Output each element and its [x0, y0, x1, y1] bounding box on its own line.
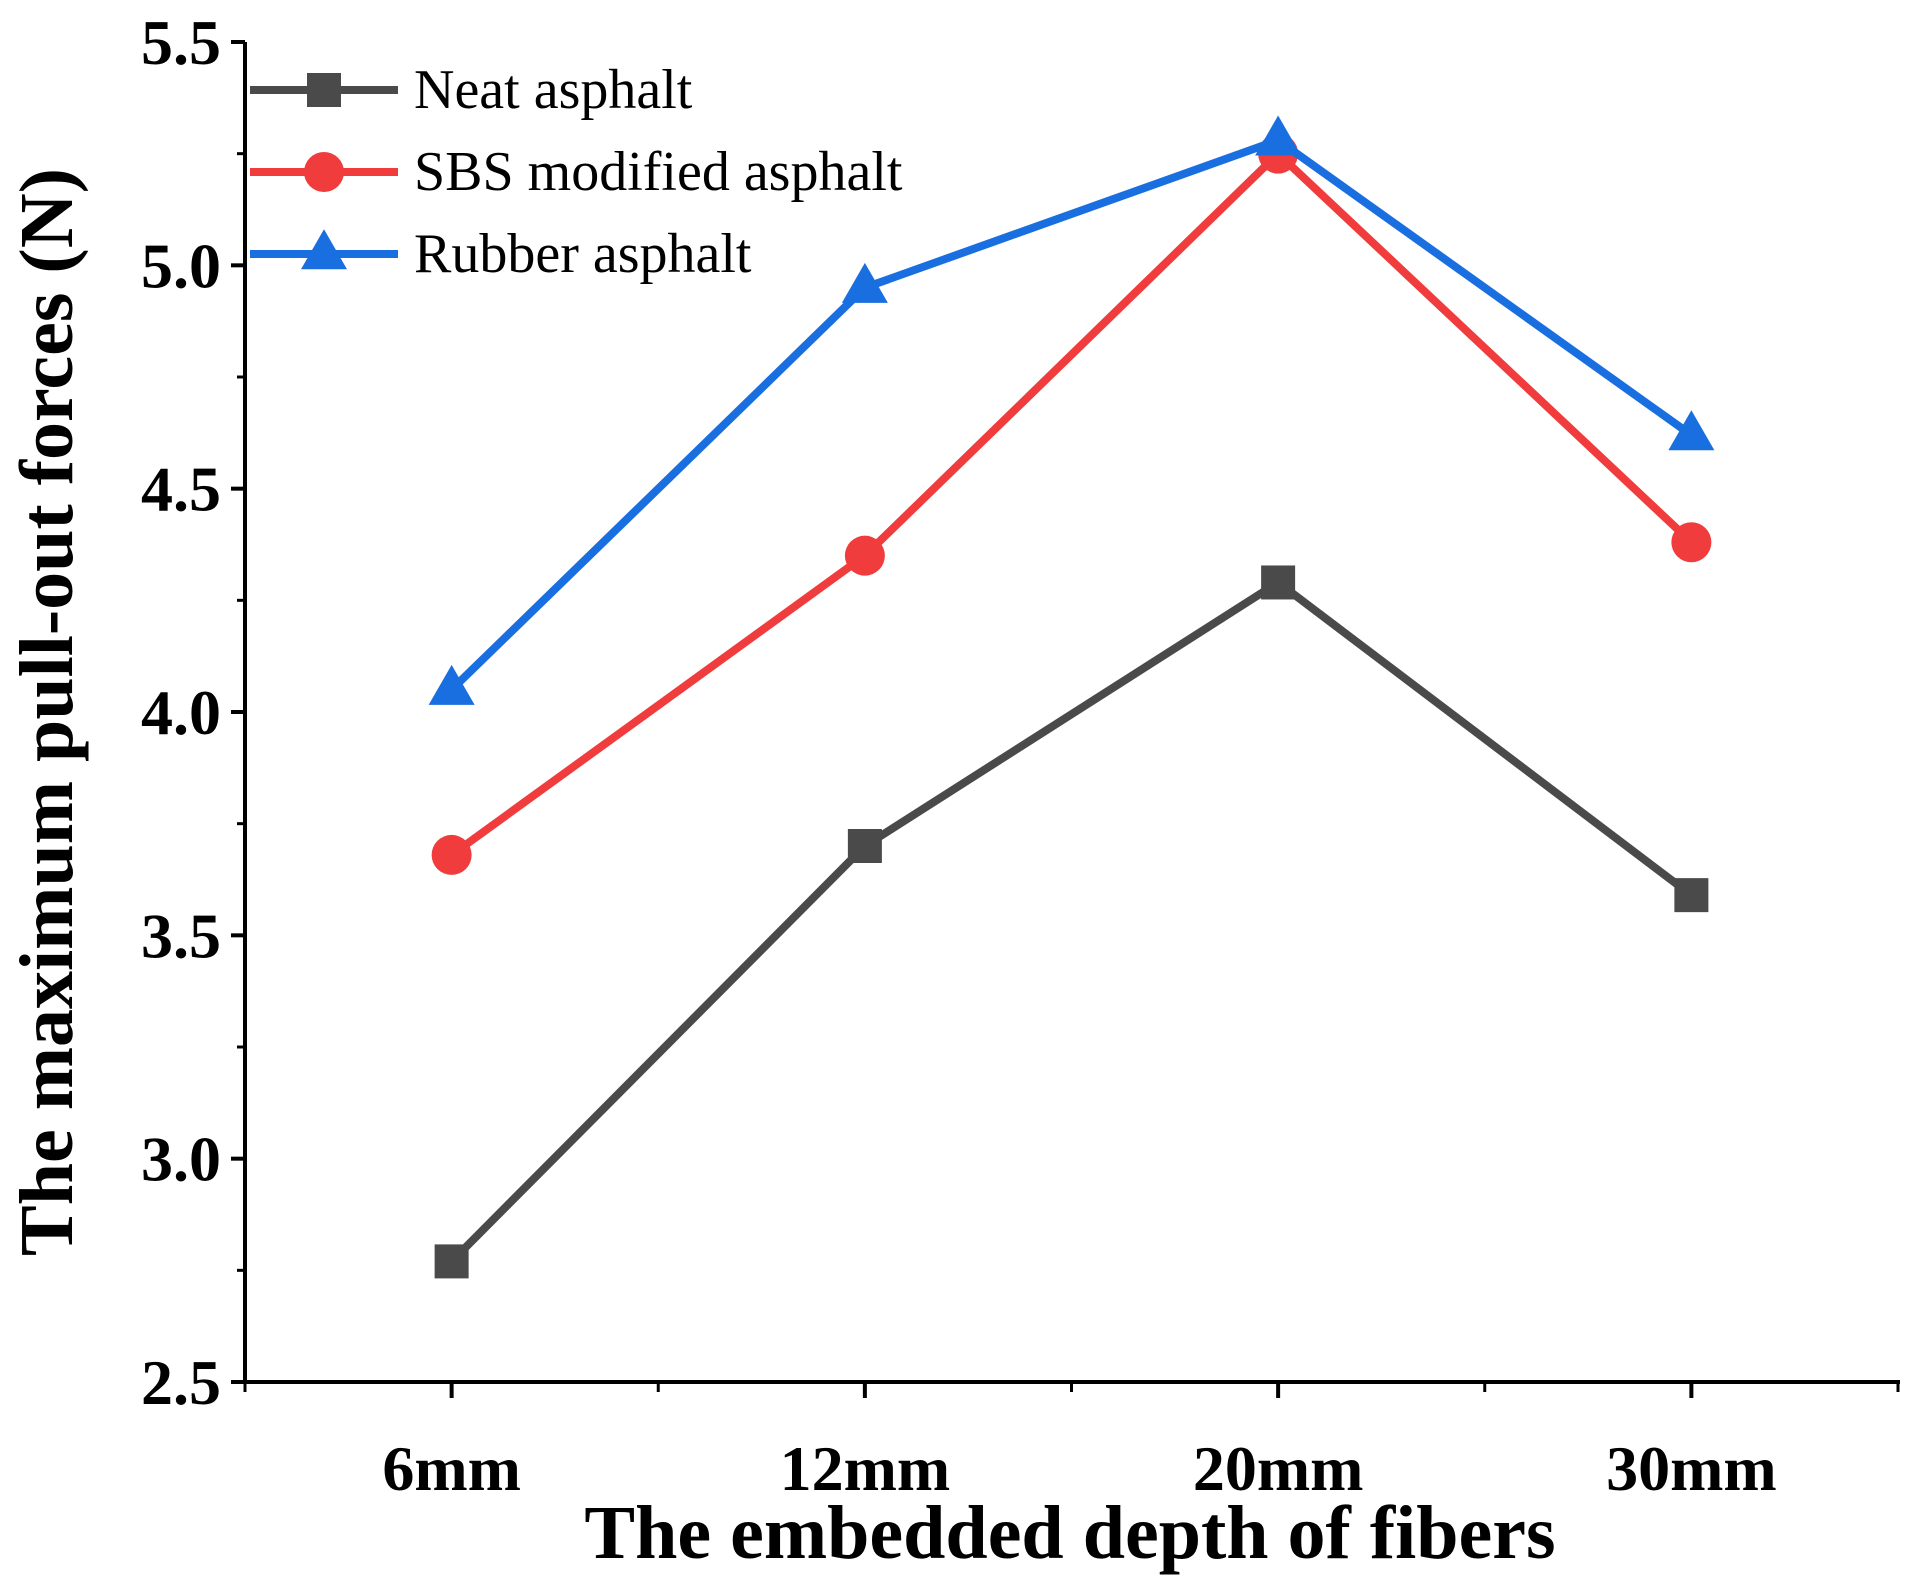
legend-marker	[304, 152, 344, 192]
legend-item: SBS modified asphalt	[250, 141, 903, 203]
legend-item: Neat asphalt	[250, 59, 693, 121]
legend-label: SBS modified asphalt	[414, 141, 903, 203]
legend-label: Rubber asphalt	[414, 223, 752, 285]
series-line	[448, 136, 1694, 693]
legend-marker	[307, 73, 341, 107]
y-tick-label: 4.0	[141, 677, 221, 748]
y-tick-label: 5.5	[141, 7, 221, 78]
y-tick-label: 3.5	[141, 900, 221, 971]
data-point	[434, 1244, 469, 1279]
x-tick-label: 6mm	[382, 1433, 521, 1504]
data-point	[1674, 878, 1709, 913]
legend-item: Rubber asphalt	[250, 223, 752, 285]
data-point	[841, 262, 888, 303]
y-tick-label: 4.5	[141, 454, 221, 525]
data-point	[431, 834, 472, 875]
legend-label: Neat asphalt	[414, 59, 693, 121]
data-point	[847, 829, 882, 863]
data-point	[1671, 522, 1712, 563]
series-line	[448, 578, 1694, 1265]
legend-marker	[301, 229, 347, 270]
data-point	[428, 664, 475, 705]
x-tick-label: 12mm	[780, 1433, 951, 1504]
series-neat-asphalt	[434, 565, 1709, 1279]
series-rubber-asphalt	[428, 115, 1715, 705]
data-point	[1255, 115, 1302, 156]
data-point	[844, 535, 885, 576]
series-group	[428, 115, 1715, 1279]
y-tick-label: 3.0	[141, 1124, 221, 1195]
data-point	[1261, 565, 1296, 600]
series-sbs-modified-asphalt	[431, 133, 1712, 875]
legend: Neat asphalt SBS modified asphalt Rubber a…	[250, 59, 903, 285]
x-tick-label: 20mm	[1193, 1433, 1364, 1504]
x-axis-title: The embedded depth of fibers	[584, 1491, 1555, 1575]
series-line	[449, 149, 1695, 859]
data-point	[1668, 410, 1715, 451]
y-tick-label: 2.5	[141, 1347, 221, 1418]
axes: 2.5 3.0 3.5 4.0 4.5 5.0 5.5 6mm 12mm 20mm 30mm	[141, 7, 1900, 1504]
x-tick-label: 30mm	[1606, 1433, 1777, 1504]
y-tick-label: 5.0	[141, 230, 221, 301]
y-axis-title: The maximum pull-out forces (N)	[5, 168, 89, 1256]
